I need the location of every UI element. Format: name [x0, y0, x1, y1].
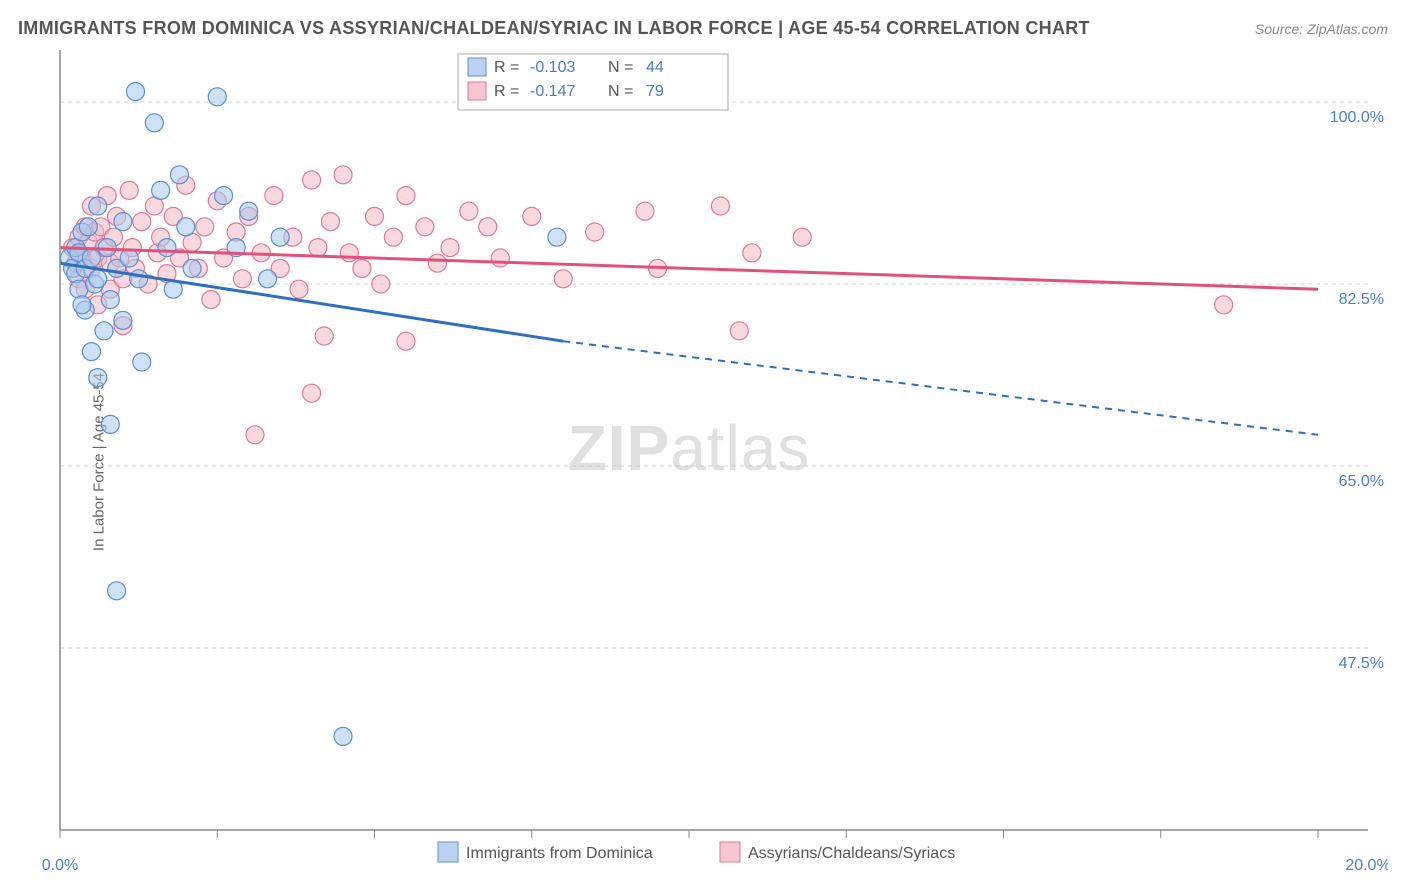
legend-swatch-dominica — [468, 58, 486, 76]
source-label: Source: ZipAtlas.com — [1255, 21, 1388, 37]
data-point-dominica — [208, 88, 226, 106]
data-point-assyrian — [303, 171, 321, 189]
y-tick-label: 100.0% — [1330, 109, 1384, 126]
legend-r-value-assyrian: -0.147 — [530, 83, 575, 100]
data-point-assyrian — [523, 207, 541, 225]
legend-bottom-label-dominica: Immigrants from Dominica — [466, 845, 653, 862]
data-point-assyrian — [384, 228, 402, 246]
data-point-dominica — [89, 197, 107, 215]
legend-r-value-dominica: -0.103 — [530, 59, 575, 76]
data-point-assyrian — [554, 270, 572, 288]
data-point-assyrian — [353, 259, 371, 277]
y-tick-label: 82.5% — [1339, 291, 1384, 308]
data-point-assyrian — [315, 327, 333, 345]
data-point-assyrian — [133, 213, 151, 231]
data-point-dominica — [334, 727, 352, 745]
x-tick-label: 20.0% — [1345, 857, 1388, 874]
data-point-dominica — [114, 213, 132, 231]
legend-bottom-label-assyrian: Assyrians/Chaldeans/Syriacs — [748, 845, 955, 862]
data-point-assyrian — [366, 207, 384, 225]
data-point-dominica — [145, 114, 163, 132]
data-point-dominica — [120, 249, 138, 267]
data-point-assyrian — [730, 322, 748, 340]
data-point-assyrian — [120, 181, 138, 199]
data-point-dominica — [548, 228, 566, 246]
data-point-dominica — [89, 270, 107, 288]
data-point-dominica — [183, 259, 201, 277]
data-point-assyrian — [416, 218, 434, 236]
data-point-assyrian — [460, 202, 478, 220]
legend-bottom-swatch-assyrian — [720, 842, 740, 862]
data-point-assyrian — [196, 218, 214, 236]
data-point-assyrian — [479, 218, 497, 236]
data-point-dominica — [177, 218, 195, 236]
legend-r-label: R = — [494, 59, 519, 76]
data-point-dominica — [259, 270, 277, 288]
legend-r-label: R = — [494, 83, 519, 100]
legend-n-label: N = — [608, 59, 633, 76]
y-tick-label: 47.5% — [1339, 655, 1384, 672]
data-point-dominica — [82, 343, 100, 361]
legend-swatch-assyrian — [468, 82, 486, 100]
data-point-assyrian — [491, 249, 509, 267]
data-point-assyrian — [793, 228, 811, 246]
data-point-dominica — [101, 415, 119, 433]
data-point-assyrian — [428, 254, 446, 272]
chart-container: In Labor Force | Age 45-54 47.5%65.0%82.… — [18, 50, 1388, 874]
data-point-assyrian — [321, 213, 339, 231]
data-point-dominica — [215, 187, 233, 205]
data-point-assyrian — [303, 384, 321, 402]
scatter-plot: 47.5% 65.0% 82.5% 100.0% ZIPatlas 0.0% 20.0% R … — [18, 50, 1388, 874]
data-point-assyrian — [1215, 296, 1233, 314]
data-point-dominica — [152, 181, 170, 199]
data-point-assyrian — [233, 270, 251, 288]
x-tick-label: 0.0% — [42, 857, 78, 874]
watermark: ZIPatlas — [568, 412, 811, 484]
data-point-assyrian — [743, 244, 761, 262]
data-point-assyrian — [334, 166, 352, 184]
data-point-assyrian — [372, 275, 390, 293]
legend-n-label: N = — [608, 83, 633, 100]
data-point-assyrian — [202, 291, 220, 309]
data-point-assyrian — [586, 223, 604, 241]
data-point-assyrian — [711, 197, 729, 215]
data-point-dominica — [108, 582, 126, 600]
legend-n-value-dominica: 44 — [646, 59, 664, 76]
data-point-assyrian — [636, 202, 654, 220]
data-point-assyrian — [290, 280, 308, 298]
data-point-dominica — [89, 369, 107, 387]
data-point-dominica — [133, 353, 151, 371]
chart-title: IMMIGRANTS FROM DOMINICA VS ASSYRIAN/CHA… — [18, 18, 1090, 39]
data-point-dominica — [240, 202, 258, 220]
data-point-assyrian — [246, 426, 264, 444]
data-point-assyrian — [397, 332, 415, 350]
y-tick-label: 65.0% — [1339, 473, 1384, 490]
data-point-assyrian — [309, 239, 327, 257]
data-point-dominica — [82, 249, 100, 267]
data-point-assyrian — [340, 244, 358, 262]
data-point-assyrian — [441, 239, 459, 257]
data-point-assyrian — [397, 187, 415, 205]
trend-line-dominica — [60, 263, 563, 341]
data-point-dominica — [271, 228, 289, 246]
data-point-dominica — [95, 322, 113, 340]
legend-n-value-assyrian: 79 — [646, 83, 664, 100]
legend-bottom-swatch-dominica — [438, 842, 458, 862]
data-point-dominica — [171, 166, 189, 184]
data-point-dominica — [130, 270, 148, 288]
data-point-dominica — [158, 239, 176, 257]
data-point-dominica — [114, 311, 132, 329]
data-point-assyrian — [265, 187, 283, 205]
data-point-dominica — [101, 291, 119, 309]
data-point-dominica — [79, 218, 97, 236]
data-point-dominica — [126, 83, 144, 101]
data-point-dominica — [73, 296, 91, 314]
